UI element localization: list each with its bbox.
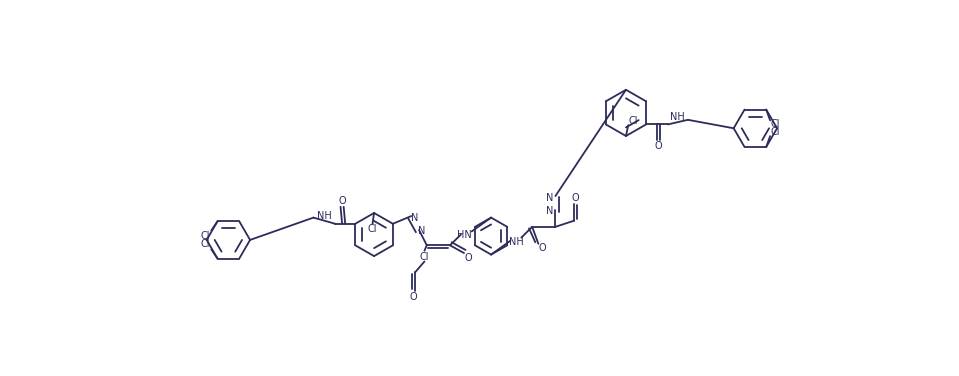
Text: N: N bbox=[418, 226, 426, 237]
Text: Cl: Cl bbox=[200, 239, 210, 249]
Text: Cl: Cl bbox=[629, 115, 639, 126]
Text: O: O bbox=[538, 243, 546, 253]
Text: N: N bbox=[546, 206, 553, 217]
Text: NH: NH bbox=[316, 211, 332, 221]
Text: O: O bbox=[655, 141, 663, 151]
Text: N: N bbox=[410, 212, 418, 223]
Text: Cl: Cl bbox=[771, 127, 781, 137]
Text: O: O bbox=[572, 193, 579, 203]
Text: HN: HN bbox=[456, 229, 472, 240]
Text: NH: NH bbox=[670, 112, 686, 122]
Text: Cl: Cl bbox=[367, 224, 377, 234]
Text: O: O bbox=[339, 196, 346, 206]
Text: Cl: Cl bbox=[771, 119, 781, 129]
Text: Cl: Cl bbox=[200, 231, 210, 241]
Text: O: O bbox=[465, 253, 473, 263]
Text: NH: NH bbox=[509, 237, 524, 247]
Text: N: N bbox=[546, 193, 553, 203]
Text: Cl: Cl bbox=[420, 252, 430, 262]
Text: O: O bbox=[409, 292, 417, 302]
